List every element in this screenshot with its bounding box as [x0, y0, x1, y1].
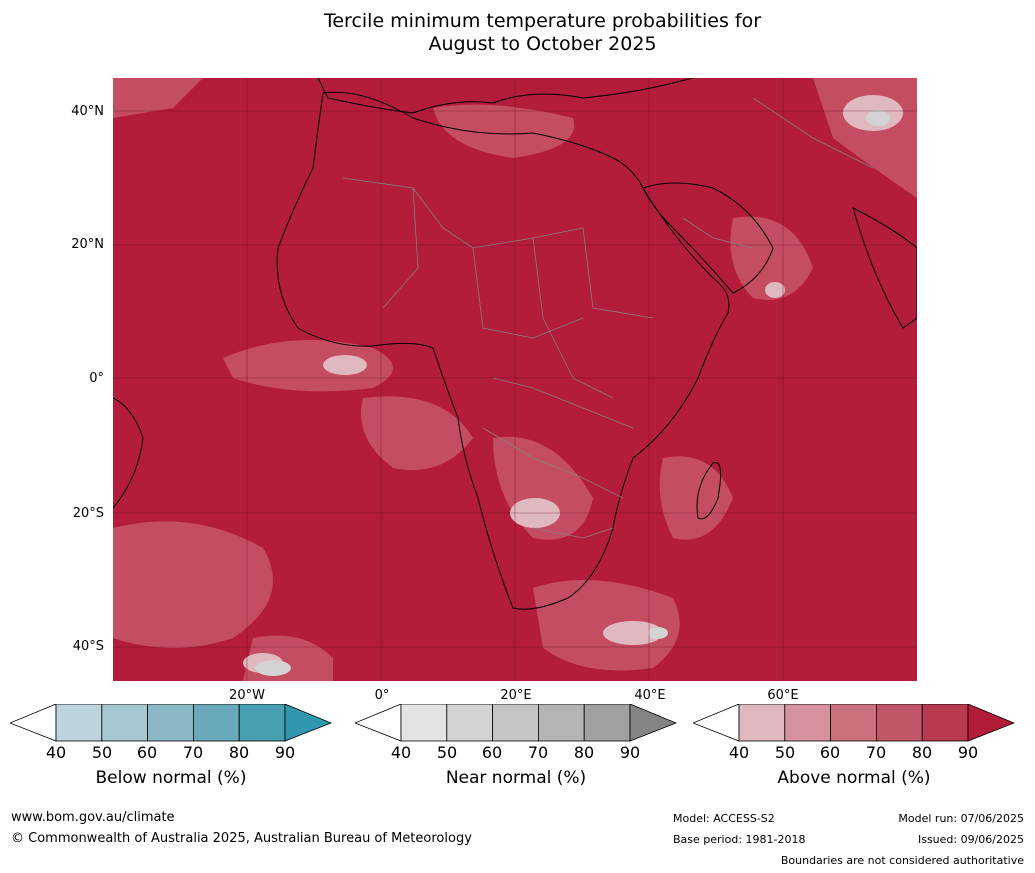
near-colorbar-cell	[492, 704, 539, 742]
lat-label-40n: 40°N	[71, 104, 104, 119]
above-tick: 70	[865, 743, 887, 762]
footer-model-run: Model run: 07/06/2025	[898, 812, 1024, 825]
above-colorbar-cell	[830, 704, 877, 742]
graticule	[113, 78, 917, 681]
below-colorbar-cell	[55, 704, 103, 742]
footer-disclaimer: Boundaries are not considered authoritat…	[780, 854, 1024, 867]
africa-coastline	[276, 91, 730, 610]
lat-label-0: 0°	[89, 371, 104, 386]
near-colorbar-cell	[583, 704, 631, 742]
title-line-1: Tercile minimum temperature probabilitie…	[323, 10, 762, 32]
near-extend-min	[355, 704, 402, 742]
below-tick: 40	[45, 743, 67, 762]
above-tick: 50	[774, 743, 796, 762]
below-tick: 80	[228, 743, 250, 762]
above-extend-max	[967, 704, 1015, 742]
near-colorbar-cell	[400, 704, 448, 742]
above-normal-colorbar	[693, 704, 1015, 742]
near-colorbar-cell	[537, 704, 585, 742]
above-colorbar-cell	[875, 704, 923, 742]
near-normal-colorbar	[355, 704, 677, 742]
above-tick: 80	[911, 743, 933, 762]
above-colorbar-cell	[738, 704, 786, 742]
below-tick: 90	[274, 743, 296, 762]
footer-model: Model: ACCESS-S2	[673, 812, 775, 825]
near-colorbar-cell	[446, 704, 494, 742]
near-colorbar-title: Near normal (%)	[445, 768, 587, 788]
probability-patches	[113, 78, 917, 681]
below-tick: 70	[182, 743, 204, 762]
near-tick: 40	[390, 743, 412, 762]
above-tick: 60	[819, 743, 841, 762]
lat-label-40s: 40°S	[72, 639, 104, 654]
below-colorbar-cell	[192, 704, 240, 742]
arabia-coastline	[642, 182, 774, 294]
lat-label-20s: 20°S	[72, 506, 104, 521]
below-colorbar-cell	[101, 704, 149, 742]
lon-label-20w: 20°W	[229, 688, 265, 703]
lon-label-40e: 40°E	[634, 688, 666, 703]
below-tick: 60	[136, 743, 158, 762]
near-tick: 70	[527, 743, 549, 762]
below-colorbar-cells	[55, 704, 286, 742]
india-coastline	[852, 207, 917, 329]
below-colorbar-title: Below normal (%)	[95, 768, 247, 788]
probability-map	[113, 78, 917, 681]
above-tick: 90	[957, 743, 979, 762]
footer-url: www.bom.gov.au/climate	[11, 810, 175, 825]
below-extend-max	[284, 704, 332, 742]
near-extend-max	[629, 704, 677, 742]
above-tick: 40	[728, 743, 750, 762]
lon-label-60e: 60°E	[767, 688, 799, 703]
above-colorbar-cell	[784, 704, 832, 742]
lat-label-20n: 20°N	[71, 237, 104, 252]
lon-label-0: 0°	[374, 688, 390, 703]
map-canvas	[113, 78, 917, 681]
below-normal-colorbar	[10, 704, 332, 742]
south-america-coastline	[113, 397, 144, 509]
below-colorbar-cell	[147, 704, 194, 742]
near-tick: 90	[619, 743, 641, 762]
below-colorbar-cell	[238, 704, 286, 742]
below-extend-min	[10, 704, 57, 742]
above-colorbar-cells	[738, 704, 969, 742]
above-colorbar-title: Above normal (%)	[777, 768, 931, 788]
near-normal-patches	[255, 110, 890, 676]
lon-label-20e: 20°E	[500, 688, 532, 703]
footer-issued: Issued: 09/06/2025	[917, 833, 1024, 846]
near-tick: 50	[436, 743, 458, 762]
chart-title: Tercile minimum temperature probabilitie…	[0, 10, 1035, 56]
near-tick: 60	[481, 743, 503, 762]
above-colorbar-cell	[921, 704, 969, 742]
title-line-2: August to October 2025	[428, 33, 657, 55]
near-tick: 80	[573, 743, 595, 762]
below-tick: 50	[91, 743, 113, 762]
near-colorbar-cells	[400, 704, 631, 742]
footer-base-period: Base period: 1981-2018	[673, 833, 806, 846]
country-borders	[342, 97, 874, 539]
footer-copyright: © Commonwealth of Australia 2025, Austra…	[11, 831, 472, 846]
madagascar-coastline	[696, 461, 722, 520]
above-extend-min	[693, 704, 740, 742]
europe-coastline	[317, 78, 694, 114]
